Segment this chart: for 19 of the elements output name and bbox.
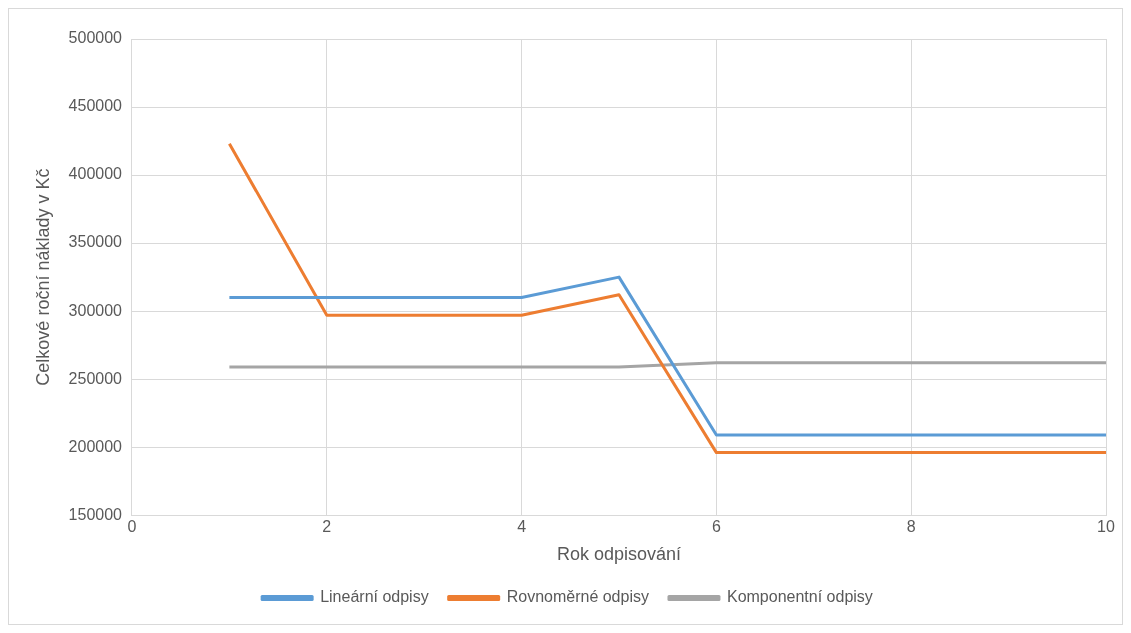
y-tick-label: 300000 xyxy=(68,301,123,319)
y-axis-title: Celkové roční náklady v Kč xyxy=(32,168,53,386)
y-tick-label: 200000 xyxy=(68,437,123,455)
legend-label: Lineární odpisy xyxy=(320,588,429,606)
legend-label: Komponentní odpisy xyxy=(726,588,873,606)
x-tick-label: 4 xyxy=(517,518,527,536)
y-tick-label: 400000 xyxy=(68,165,123,183)
y-tick-label: 150000 xyxy=(68,505,123,523)
legend-label: Rovnoměrné odpisy xyxy=(506,588,649,606)
y-tick-label: 450000 xyxy=(68,97,123,115)
x-tick-label: 10 xyxy=(1097,518,1115,536)
x-tick-label: 2 xyxy=(322,518,332,536)
y-tick-label: 250000 xyxy=(68,369,123,387)
x-axis-title: Rok odpisování xyxy=(556,544,682,565)
x-tick-label: 6 xyxy=(711,518,721,536)
y-tick-label: 500000 xyxy=(68,29,123,47)
x-tick-label: 0 xyxy=(127,518,137,536)
x-tick-label: 8 xyxy=(906,518,916,536)
y-tick-label: 350000 xyxy=(68,233,123,251)
